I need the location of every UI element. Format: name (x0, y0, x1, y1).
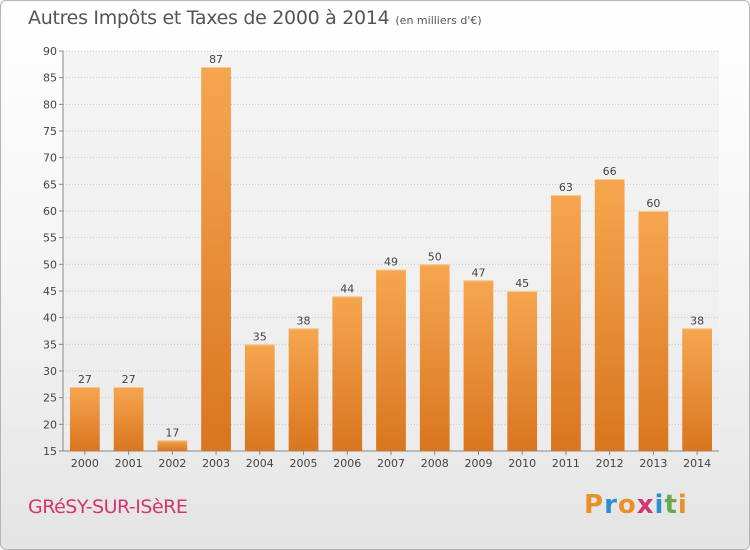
data-label: 27 (78, 373, 92, 386)
bar (332, 296, 363, 451)
y-tick-label: 90 (43, 45, 57, 58)
x-tick-label: 2003 (202, 457, 230, 470)
brand-letter: t (664, 490, 678, 520)
y-tick-label: 60 (43, 205, 57, 218)
x-tick-label: 2000 (71, 457, 99, 470)
x-tick-label: 2014 (683, 457, 711, 470)
y-tick-label: 35 (43, 338, 57, 351)
bar (113, 387, 144, 451)
bar (288, 328, 319, 451)
data-label: 87 (209, 53, 223, 66)
x-tick-label: 2006 (333, 457, 361, 470)
title-unit: (en milliers d'€) (395, 14, 482, 27)
x-tick-label: 2013 (639, 457, 667, 470)
x-tick-label: 2007 (377, 457, 405, 470)
brand-letter: r (604, 490, 618, 520)
brand-letter: x (636, 490, 655, 520)
data-label: 49 (384, 256, 398, 269)
bar (682, 328, 713, 451)
data-label: 60 (646, 197, 660, 210)
y-tick-label: 20 (43, 418, 57, 431)
y-tick-label: 85 (43, 72, 57, 85)
y-tick-label: 75 (43, 125, 57, 138)
data-label: 66 (603, 165, 617, 178)
data-label: 35 (253, 330, 267, 343)
bar (463, 280, 494, 451)
data-label: 50 (428, 250, 442, 263)
y-tick-label: 70 (43, 152, 57, 165)
bar (244, 344, 275, 451)
brand-logo: Proxiti (584, 490, 688, 520)
data-label: 17 (165, 426, 179, 439)
x-tick-label: 2010 (508, 457, 536, 470)
x-tick-label: 2002 (158, 457, 186, 470)
bar (638, 211, 669, 451)
title-text: Autres Impôts et Taxes de 2000 à 2014 (28, 7, 390, 29)
location-name: GRéSY-SUR-ISèRE (28, 496, 188, 518)
y-tick-label: 65 (43, 178, 57, 191)
data-label: 45 (515, 277, 529, 290)
x-tick-label: 2011 (552, 457, 580, 470)
data-label: 63 (559, 181, 573, 194)
data-label: 38 (690, 314, 704, 327)
bar (69, 387, 100, 451)
x-tick-label: 2004 (246, 457, 274, 470)
x-tick-label: 2008 (421, 457, 449, 470)
bar (157, 440, 188, 451)
y-tick-label: 40 (43, 312, 57, 325)
x-tick-label: 2001 (115, 457, 143, 470)
brand-letter: i (677, 490, 688, 520)
y-tick-label: 15 (43, 445, 57, 458)
data-label: 27 (122, 373, 136, 386)
x-tick-label: 2012 (596, 457, 624, 470)
y-tick-label: 55 (43, 232, 57, 245)
data-label: 38 (297, 314, 311, 327)
bar (551, 195, 581, 451)
y-tick-label: 25 (43, 392, 57, 405)
x-tick-label: 2009 (464, 457, 492, 470)
y-tick-label: 30 (43, 365, 57, 378)
data-label: 44 (340, 282, 354, 295)
chart-title: Autres Impôts et Taxes de 2000 à 2014 (en… (28, 7, 482, 29)
brand-letter: o (617, 490, 637, 520)
bar (594, 179, 625, 451)
brand-letter: i (654, 490, 665, 520)
bar (376, 269, 406, 451)
bar (201, 67, 231, 451)
brand-letter: P (584, 490, 605, 520)
y-tick-label: 50 (43, 258, 57, 271)
bar (507, 291, 538, 451)
data-label: 47 (471, 266, 485, 279)
x-tick-label: 2005 (290, 457, 318, 470)
bar (419, 264, 450, 451)
y-tick-label: 80 (43, 98, 57, 111)
y-tick-label: 45 (43, 285, 57, 298)
